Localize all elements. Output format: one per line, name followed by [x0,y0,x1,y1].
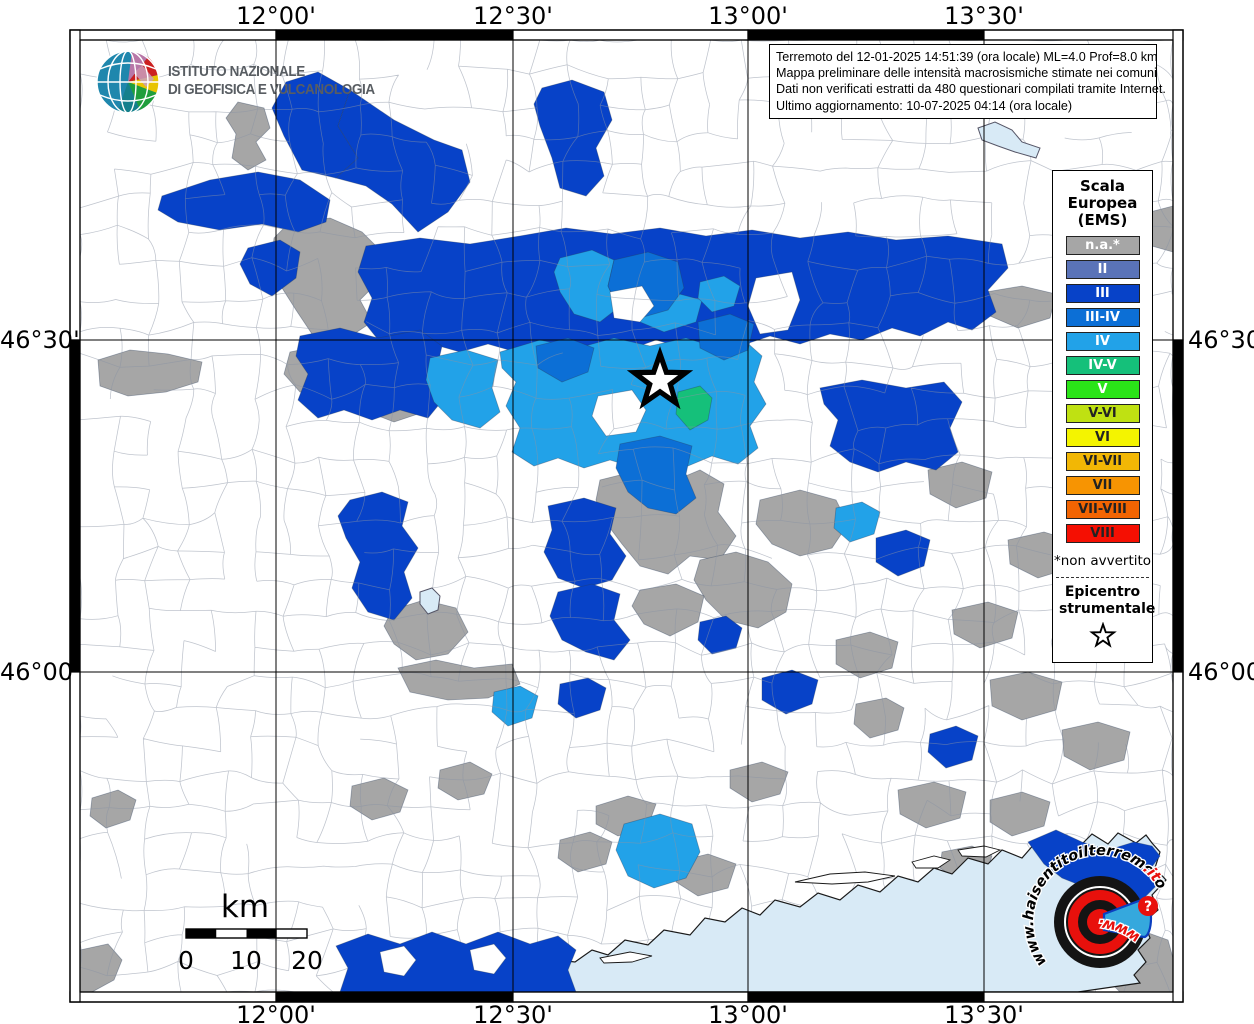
lon-label-axis-bottom-1: 12°30' [473,1001,553,1024]
lake [419,587,441,615]
intensity-region-iii [927,725,979,769]
intensity-region-na [951,601,1019,649]
legend-items: n.a.* II III III-IV IV IV-V V V-VI VI VI-VII VII VI… [1053,236,1152,543]
lat-label-right-0: 46°30' [1188,326,1254,354]
intensity-region-iii [761,669,819,715]
lon-label-axis-bottom-3: 13°30' [944,1001,1024,1024]
legend-swatch-vi: VI [1065,428,1140,447]
ingv-globe-icon [96,50,160,114]
intensity-region-na [437,761,493,801]
legend-footnote: *non avvertito [1053,553,1152,569]
legend-epicenter-star-icon [1088,621,1117,648]
legend-swatch-iii: III [1065,284,1140,303]
intensity-region-iii [295,327,447,421]
intensity-region-na [853,697,905,739]
lagoon-island [794,871,896,885]
legend-swatch-viii: VIII [1065,524,1140,543]
municipality-region-white [469,943,507,975]
lat-label-left-1: 46°00' [0,658,80,686]
info-line-updated: Ultimo aggiornamento: 10-07-2025 04:14 (… [776,98,1073,113]
intensity-region-na [897,781,967,829]
earthquake-info-box: Terremoto del 12-01-2025 14:51:39 (ora l… [769,44,1166,119]
scale-tick-10: 10 [230,946,262,975]
lake [977,121,1041,159]
ingv-name-line2: DI GEOFISICA E VULCANOLOGIA [168,82,375,98]
lon-label-axis-top-1: 12°30' [473,2,553,30]
intensity-region-na [80,943,123,992]
legend-swatch-n.a.*: n.a.* [1065,236,1140,255]
intensity-region-na [729,761,789,803]
legend-title: Scala Europea (EMS) [1067,177,1138,229]
intensity-region-na [1061,721,1131,771]
intensity-region-na [835,631,899,679]
legend-swatch-iii-iv: III-IV [1065,308,1140,327]
intensity-region-iii [875,529,931,577]
legend-divider [1056,577,1149,578]
intensity-region-na [693,551,793,629]
legend-epicenter-label: Epicentro strumentale [1059,584,1156,617]
legend-swatch-v-vi: V-VI [1065,404,1140,423]
lat-label-left-0: 46°30' [0,326,80,354]
hsit-question-mark: ? [1144,899,1152,915]
intensity-region-iii-iv [615,435,697,515]
map-frame [69,29,1184,1003]
intensity-region-iii [337,491,419,621]
lat-label-right-1: 46°00' [1188,658,1254,686]
lon-label-axis-top-0: 12°00' [236,2,316,30]
info-line-map-type: Mappa preliminare delle intensità macros… [776,66,1157,81]
scale-tick-0: 0 [178,946,194,975]
intensity-legend: Scala Europea (EMS) n.a.* II III III-IV IV IV… [1052,170,1156,663]
ingv-institute-name: ISTITUTO NAZIONALE DI GEOFISICA E VULCAN… [168,63,375,99]
intensity-region-iii [335,89,471,233]
intensity-region-iii [335,931,577,992]
intensity-region-na [225,101,271,171]
intensity-region-iv [833,501,881,543]
intensity-region-iii-iv [535,337,595,383]
intensity-region-iii [543,497,627,589]
info-line-event: Terremoto del 12-01-2025 14:51:39 (ora l… [776,50,1158,64]
legend-swatch-vii: VII [1065,476,1140,495]
intensity-region-iii [239,239,301,297]
intensity-region-iv [553,249,619,323]
lagoon-island [957,845,1002,858]
legend-swatch-ii: II [1065,260,1140,279]
intensity-region-iv [491,685,539,727]
info-line-questionnaires: Dati non verificati estratti da 480 ques… [776,82,1166,97]
legend-swatch-v: V [1065,380,1140,399]
lon-label-axis-bottom-2: 13°00' [708,1001,788,1024]
municipality-region-white [379,945,417,977]
intensity-region-na [989,791,1051,837]
municipality-region-white [591,389,647,437]
lon-label-axis-bottom-0: 12°00' [236,1001,316,1024]
legend-swatch-vi-vii: VI-VII [1065,452,1140,471]
scale-tick-20: 20 [291,946,323,975]
intensity-region-na [89,789,137,829]
legend-swatch-iv-v: IV-V [1065,356,1140,375]
ingv-name-line1: ISTITUTO NAZIONALE [168,64,305,80]
legend-swatch-iv: IV [1065,332,1140,351]
lagoon-island [911,855,952,869]
intensity-region-na [927,461,993,509]
intensity-region-iii [157,171,331,233]
lon-label-axis-top-2: 13°00' [708,2,788,30]
graticule-grid [80,40,1173,992]
scale-bar-unit: km [221,889,269,925]
legend-swatch-vii-viii: VII-VIII [1065,500,1140,519]
epicenter-star-icon [626,346,694,410]
lon-label-axis-top-3: 13°30' [944,2,1024,30]
intensity-region-na [397,659,521,701]
map-layers [80,40,1173,992]
lagoon-island [599,951,653,964]
scale-bar: km 0 10 20 [178,889,323,975]
